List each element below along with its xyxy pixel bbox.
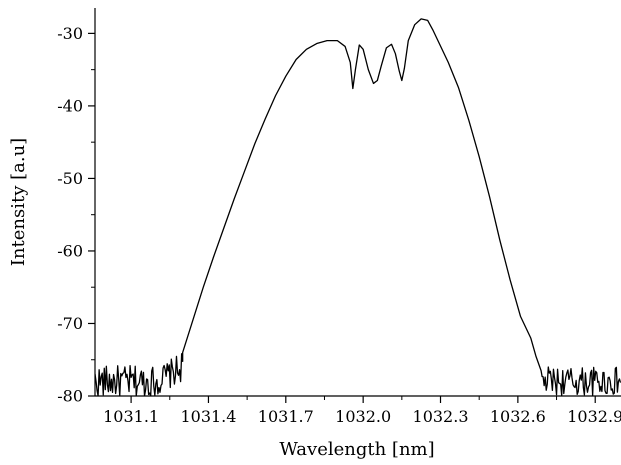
- y-tick-label: -80: [57, 387, 83, 406]
- x-tick-label: 1032.0: [335, 407, 391, 426]
- x-tick-label: 1032.9: [567, 407, 621, 426]
- y-axis-title: Intensity [a.u]: [8, 138, 29, 266]
- plot-frame: [94, 8, 621, 397]
- x-axis: 1031.1 1031.4 1031.7 1032.0 1032.3 1032.6 1032…: [103, 396, 621, 426]
- series-layer: [95, 18, 621, 396]
- spectrum-line: [95, 18, 621, 396]
- x-tick-label: 1032.6: [490, 407, 546, 426]
- y-tick-label: -30: [57, 24, 83, 43]
- y-tick-label: -50: [57, 169, 83, 188]
- x-tick-label: 1032.3: [413, 407, 469, 426]
- y-tick-label: -70: [57, 314, 83, 333]
- x-tick-label: 1031.4: [180, 407, 236, 426]
- y-tick-label: -60: [57, 241, 83, 260]
- x-tick-label: 1031.7: [258, 407, 314, 426]
- y-axis: -80 -70 -60 -50 -40 -30: [57, 24, 95, 406]
- y-tick-label: -40: [57, 96, 83, 115]
- x-tick-label: 1031.1: [103, 407, 159, 426]
- x-axis-title: Wavelength [nm]: [279, 439, 434, 460]
